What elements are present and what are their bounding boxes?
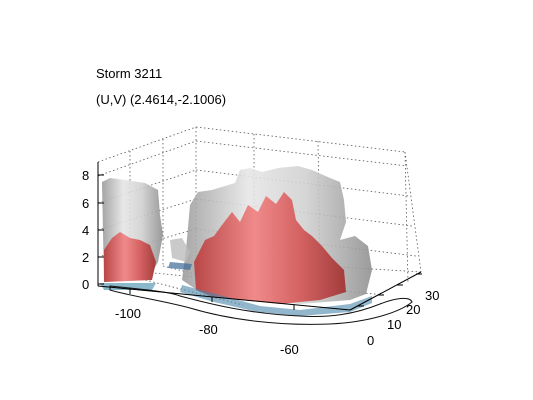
z-tick-labels: 8 6 4 2 0: [82, 168, 89, 292]
y-tick-labels: 0 10 20 30: [367, 288, 439, 348]
x-tick-labels: -100 -80 -60: [115, 306, 299, 357]
x-tick-label: -80: [199, 322, 218, 337]
x-tick-label: -100: [115, 306, 141, 321]
figure-subtitle: (U,V) (2.4614,-2.1006): [96, 92, 227, 107]
z-tick-label: 6: [82, 196, 89, 211]
y-tick-label: 30: [425, 288, 439, 303]
z-tick-label: 2: [82, 250, 89, 265]
core-isosurface: [104, 192, 346, 304]
y-tick-label: 20: [406, 302, 420, 317]
z-tick-label: 4: [82, 223, 89, 238]
axes: [97, 162, 422, 311]
floor-contour: [109, 285, 413, 325]
base-shading: [100, 262, 372, 316]
y-tick-label: 0: [367, 333, 374, 348]
z-tick-label: 0: [82, 277, 89, 292]
figure-title: Storm 3211: [96, 66, 163, 81]
y-tick-label: 10: [387, 317, 401, 332]
z-tick-label: 8: [82, 168, 89, 183]
x-tick-label: -60: [280, 342, 299, 357]
